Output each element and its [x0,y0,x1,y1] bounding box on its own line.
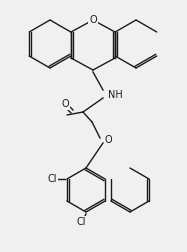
Text: O: O [61,99,69,109]
Text: Cl: Cl [47,174,57,184]
Text: O: O [105,135,113,145]
Text: NH: NH [108,90,123,100]
Text: O: O [89,15,97,25]
Text: Cl: Cl [76,217,86,227]
